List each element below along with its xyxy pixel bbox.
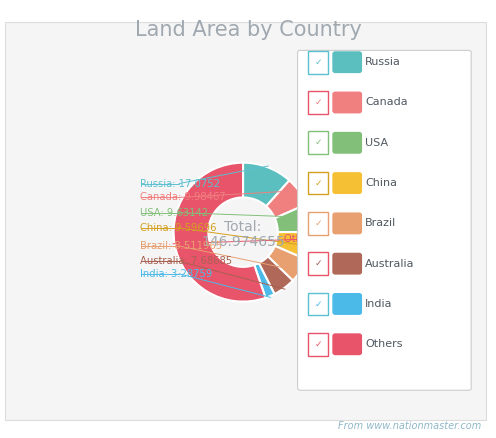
Wedge shape (266, 180, 307, 218)
Text: China: China (365, 178, 397, 188)
Text: From www.nationmaster.com: From www.nationmaster.com (338, 421, 481, 431)
Text: Others: Others (365, 339, 403, 349)
Text: India: 3.28759: India: 3.28759 (140, 269, 212, 279)
Wedge shape (275, 204, 312, 232)
Wedge shape (259, 256, 293, 294)
Text: Australia: 7.68685: Australia: 7.68685 (140, 256, 233, 266)
Text: India: India (365, 299, 392, 309)
Text: Others: 81.2: Others: 81.2 (284, 234, 346, 244)
Wedge shape (243, 162, 289, 206)
Wedge shape (268, 246, 307, 281)
Text: ✓: ✓ (314, 259, 322, 268)
Text: ✓: ✓ (314, 340, 322, 349)
Text: ✓: ✓ (314, 138, 322, 147)
Text: Canada: Canada (365, 98, 408, 107)
Text: ✓: ✓ (314, 98, 322, 107)
Text: ✓: ✓ (314, 300, 322, 308)
Text: Canada: 9.98467: Canada: 9.98467 (140, 192, 226, 202)
Text: Brazil: Brazil (365, 219, 396, 228)
Text: Land Area by Country: Land Area by Country (134, 20, 362, 40)
Text: Russia: Russia (365, 57, 401, 67)
Wedge shape (254, 263, 274, 298)
Text: USA: USA (365, 138, 388, 148)
Wedge shape (174, 162, 265, 302)
Text: USA: 9.63142: USA: 9.63142 (140, 208, 208, 218)
Text: Total:: Total: (224, 219, 262, 233)
Text: Brazil: 8.511965: Brazil: 8.511965 (140, 241, 222, 251)
Wedge shape (275, 232, 312, 260)
Text: Australia: Australia (365, 259, 415, 268)
Text: ✓: ✓ (314, 179, 322, 187)
Text: ✓: ✓ (314, 219, 322, 228)
Text: China: 9.59696: China: 9.59696 (140, 223, 217, 233)
Text: Russia: 17.0752: Russia: 17.0752 (140, 179, 220, 188)
Text: ✓: ✓ (314, 58, 322, 67)
Text: 146.974655: 146.974655 (201, 235, 285, 249)
